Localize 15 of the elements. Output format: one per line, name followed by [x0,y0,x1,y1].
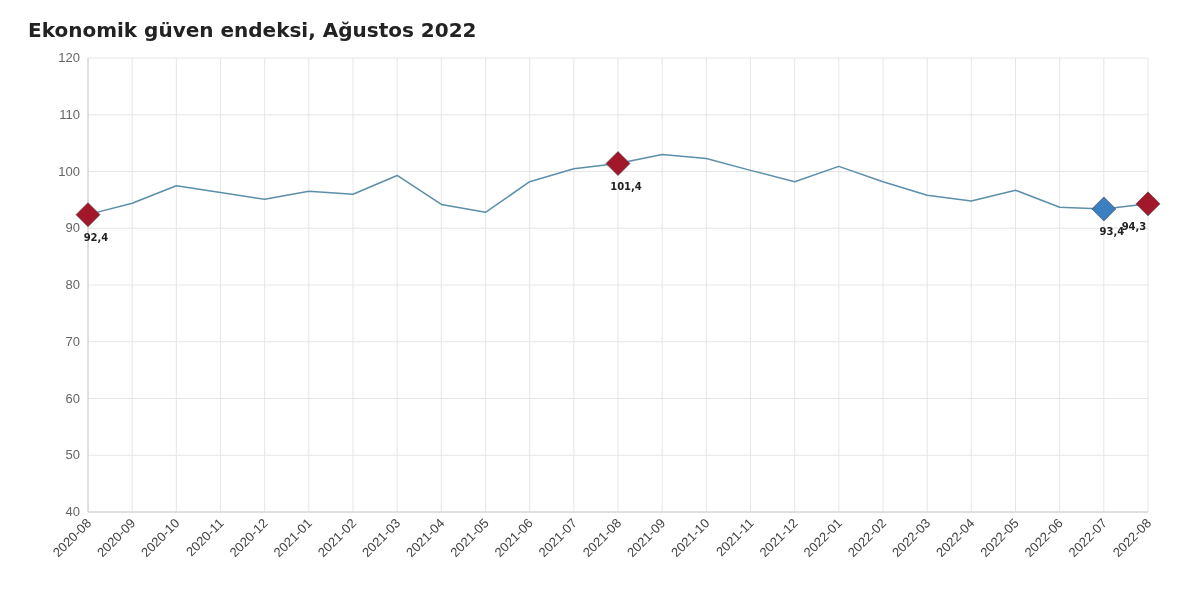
y-tick-label: 80 [65,277,80,292]
y-tick-label: 100 [58,163,80,179]
y-tick-label: 90 [65,220,80,236]
chart-title: Ekonomik güven endeksi, Ağustos 2022 [28,18,477,42]
y-tick-label: 110 [59,106,80,122]
data-label: 92,4 [83,231,109,243]
point [1135,191,1161,217]
data-label: 101,4 [610,180,642,192]
y-tick-label: 120 [58,50,80,65]
y-tick-label: 70 [65,333,80,349]
y-tick-label: 60 [65,390,80,406]
point [1091,196,1117,222]
y-tick-label: 50 [65,447,80,463]
y-tick-label: 40 [65,504,80,519]
point [605,151,631,176]
